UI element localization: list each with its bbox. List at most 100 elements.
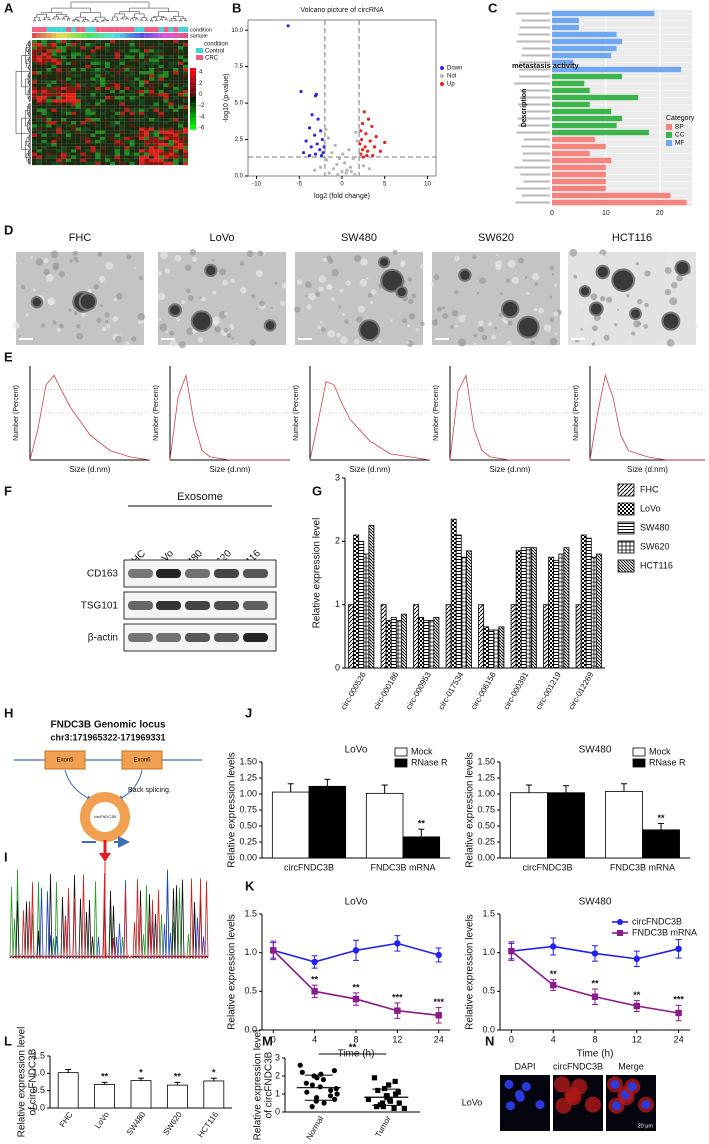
vesicle <box>611 268 635 293</box>
heatmap-cell <box>100 77 106 81</box>
dendrogram <box>70 1 150 9</box>
heatmap-cell <box>46 61 52 66</box>
marker <box>394 1007 401 1014</box>
tem-texture <box>222 279 229 286</box>
heatmap-cell <box>158 99 164 103</box>
heatmap-cell <box>66 124 72 128</box>
tem-texture <box>407 277 413 282</box>
bar <box>552 171 606 178</box>
heatmap-cell <box>85 105 91 109</box>
heatmap-cell <box>36 121 42 125</box>
heatmap-cell <box>110 46 115 50</box>
bar <box>552 52 612 59</box>
heatmap-cell <box>41 49 47 53</box>
heatmap-cell <box>139 133 145 137</box>
marker <box>318 1071 324 1077</box>
heatmap-cell <box>168 140 174 144</box>
tem-texture <box>457 338 466 347</box>
dendrogram <box>158 11 179 17</box>
heatmap-cell <box>119 140 125 144</box>
heatmap-cell <box>153 77 159 81</box>
tem-texture <box>296 279 303 285</box>
tem-texture <box>106 324 111 329</box>
bar <box>166 1084 188 1109</box>
heatmap-cell <box>134 102 140 106</box>
dendrogram <box>169 20 173 22</box>
exon <box>121 750 163 770</box>
heatmap-cell <box>149 65 154 69</box>
heatmap-cell <box>61 80 67 84</box>
heatmap-cell <box>110 102 115 106</box>
bar <box>445 604 452 669</box>
x-tick-label: 10 <box>602 210 610 217</box>
vesicle <box>377 256 391 269</box>
point <box>345 168 349 172</box>
heatmap-cell <box>153 80 159 84</box>
bar <box>271 791 310 859</box>
heatmap-cell <box>114 46 120 50</box>
tem-texture <box>327 284 332 290</box>
y-axis-label: Relative expression level <box>17 1027 28 1138</box>
heatmap-cell <box>144 58 150 62</box>
heatmap-cell <box>178 74 184 78</box>
bar <box>552 10 655 17</box>
heatmap-cell <box>178 71 184 75</box>
heatmap-cell <box>36 143 42 147</box>
heatmap-cell <box>158 146 164 150</box>
heatmap-cell <box>124 61 130 66</box>
heatmap-cell <box>105 65 111 69</box>
tem-texture <box>631 331 636 336</box>
heatmap-cell <box>56 71 62 75</box>
heatmap-cell <box>144 46 150 50</box>
heatmap-cell <box>61 55 67 59</box>
y-tick-label: 0.0 <box>482 1024 495 1034</box>
tem-texture <box>407 324 410 328</box>
condition-cell <box>149 27 154 32</box>
heatmap-cell <box>41 86 47 91</box>
heatmap-cell <box>139 68 145 72</box>
colorbar-cell <box>190 118 196 121</box>
point <box>320 137 324 142</box>
tem-texture <box>32 288 36 291</box>
heatmap-cell <box>61 124 67 128</box>
y-tick-label: 0.5 <box>32 1085 45 1095</box>
heatmap-cell <box>129 152 135 156</box>
tem-texture <box>131 336 137 342</box>
tem-texture <box>390 319 393 322</box>
heatmap-cell <box>168 130 174 134</box>
heatmap-cell <box>119 46 125 50</box>
nucleus <box>627 1082 637 1092</box>
heatmap-cell <box>139 52 145 56</box>
dendrogram <box>76 20 80 22</box>
heatmap-cell <box>149 61 154 66</box>
heatmap-row-label: sample <box>190 33 208 39</box>
tem-texture <box>549 265 555 271</box>
tem-texture <box>318 275 327 283</box>
bar <box>552 122 617 129</box>
colorbar-tick-label: 2 <box>199 81 203 87</box>
heatmap-cell <box>105 86 111 91</box>
marker <box>270 947 277 954</box>
heatmap-cell <box>139 143 145 147</box>
heatmap-cell <box>153 140 159 144</box>
heatmap-cell <box>178 55 184 59</box>
heatmap-cell <box>134 83 140 87</box>
bar <box>558 553 565 669</box>
heatmap-cell <box>178 80 184 84</box>
description-text <box>520 173 550 176</box>
y-axis-label: Relative expression levels <box>465 752 476 868</box>
heatmap-cell <box>110 77 115 81</box>
heatmap-cell <box>41 111 47 116</box>
dendrogram <box>115 19 119 21</box>
bar <box>363 553 370 669</box>
heatmap-cell <box>134 61 140 66</box>
heatmap-cell <box>32 86 37 91</box>
heatmap-cell <box>41 136 47 141</box>
heatmap-cell <box>90 49 96 53</box>
heatmap-cell <box>114 105 120 109</box>
heatmap-cell <box>144 152 150 156</box>
heatmap-cell <box>114 136 120 141</box>
dendrogram <box>41 12 62 15</box>
heatmap-cell <box>100 115 106 119</box>
heatmap-cell <box>90 83 96 87</box>
